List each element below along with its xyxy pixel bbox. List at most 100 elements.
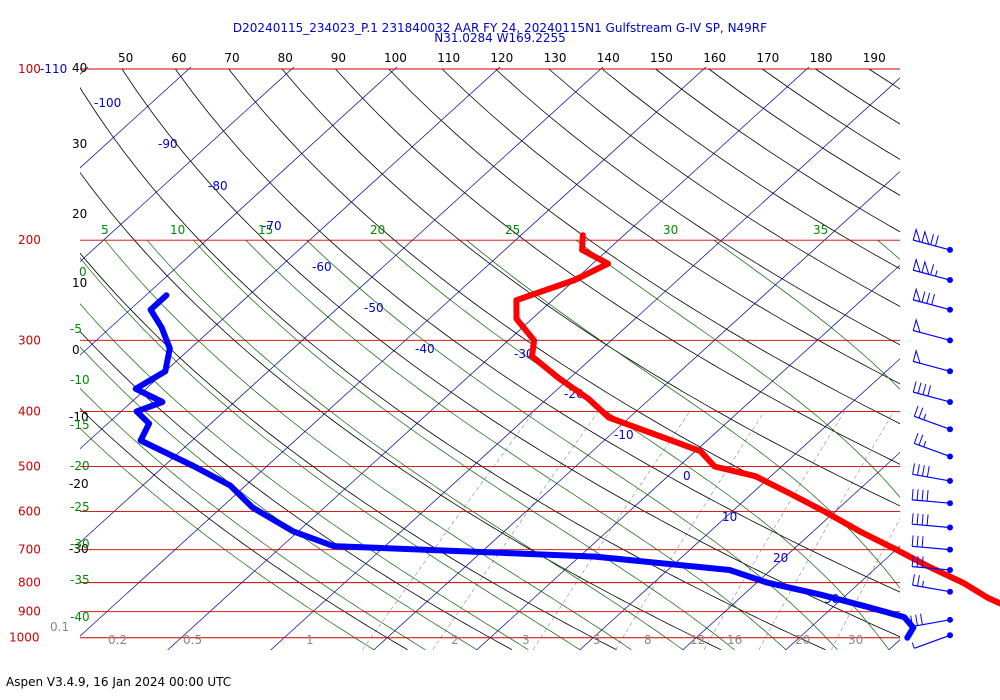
moist-label: -30	[70, 537, 90, 551]
top-axis-label: 180	[810, 51, 833, 65]
isotherm-line	[270, 77, 900, 650]
left-axis-label: -10	[69, 410, 89, 424]
dry-adiabat-line	[80, 407, 408, 650]
isotherm-line	[0, 43, 11, 661]
wind-barb	[913, 405, 953, 433]
left-axis-label: 10	[72, 276, 87, 290]
pressure-label: 700	[18, 543, 41, 557]
pressure-label: 500	[18, 460, 41, 474]
moist-label: -10	[70, 373, 90, 387]
moist-adiabat-line	[466, 239, 900, 589]
top-axis-label: 190	[863, 51, 886, 65]
top-axis-label: 70	[224, 51, 239, 65]
moist-adiabat-line	[245, 239, 787, 650]
moist-adiabat-line	[193, 239, 735, 650]
wind-barb	[912, 227, 953, 253]
mixing-ratio-line	[362, 411, 535, 650]
wind-barb	[912, 381, 953, 405]
isotherm-line	[80, 67, 192, 169]
isotherm-line	[373, 171, 900, 650]
wind-barb	[912, 349, 953, 375]
moist-adiabat-line	[146, 239, 684, 650]
isotherm-line	[80, 67, 501, 450]
dry-adiabat-line	[922, 69, 1000, 650]
isotherm-label: -70	[262, 219, 282, 233]
isotherm-label: 20	[773, 551, 788, 565]
isotherm-label: -40	[415, 342, 435, 356]
dry-adiabat-line	[174, 68, 900, 593]
moist-adiabat-line	[104, 239, 632, 650]
dry-adiabat-line	[976, 69, 1000, 650]
dry-adiabat-line	[228, 68, 900, 549]
moist-label: 10	[170, 223, 185, 237]
mixing-ratio-label: 16	[727, 633, 742, 647]
pressure-label: 200	[18, 233, 41, 247]
isotherm-label: 0	[683, 469, 691, 483]
mixing-ratio-line	[703, 411, 845, 650]
wind-barb	[911, 513, 953, 531]
moist-label: 30	[663, 223, 678, 237]
moist-adiabat-line	[306, 239, 838, 650]
dry-adiabat-line	[281, 68, 900, 507]
pressure-label: 400	[18, 404, 41, 418]
top-axis-label: 130	[544, 51, 567, 65]
isotherm-line	[80, 67, 707, 637]
moist-label: -40	[70, 610, 90, 624]
isotherm-label: -80	[208, 179, 228, 193]
isotherm-label: -50	[364, 301, 384, 315]
left-axis-label: -20	[69, 477, 89, 491]
pressure-label: 900	[18, 605, 41, 619]
top-axis-label: 60	[171, 51, 186, 65]
isotherm-line	[80, 67, 604, 543]
mixing-ratio-line	[965, 411, 1000, 649]
top-axis-label: 110	[437, 51, 460, 65]
mixing-ratio-label: 0.2	[108, 633, 127, 647]
moist-adiabat-line	[877, 239, 900, 260]
wind-barb	[910, 613, 953, 628]
wind-barb	[912, 463, 953, 484]
left-axis-label: 0	[72, 343, 80, 357]
isotherm-line	[80, 67, 295, 263]
isotherm-line	[80, 67, 398, 356]
mixing-ratio-line	[532, 411, 691, 650]
moist-adiabat-line	[80, 427, 375, 650]
dewpoint-line	[132, 292, 917, 641]
wind-barb	[912, 287, 953, 313]
isotherm-label: -30	[514, 347, 534, 361]
pressure-label: 1000	[9, 631, 40, 645]
top-axis-label: 80	[278, 51, 293, 65]
mixing-ratio-label: 30	[848, 633, 863, 647]
dry-adiabat-line	[121, 68, 900, 638]
wind-barb	[911, 632, 953, 649]
left-axis-label: 40	[72, 61, 87, 75]
moist-adiabat-line	[80, 387, 426, 650]
moist-adiabat-line	[378, 239, 890, 650]
mixing-ratio-line	[432, 411, 599, 650]
top-axis-label: 160	[703, 51, 726, 65]
top-axis-label: 90	[331, 51, 346, 65]
moist-label: 25	[505, 223, 520, 237]
dry-adiabat-line	[80, 330, 513, 650]
mixing-ratio-label: 0.5	[183, 633, 202, 647]
dry-adiabat-line	[80, 86, 826, 650]
wind-barb	[911, 535, 953, 553]
dry-adiabat-line	[80, 252, 617, 650]
moist-label: 20	[370, 223, 385, 237]
dry-adiabat-line	[441, 68, 900, 385]
moist-label: -5	[70, 322, 82, 336]
top-axis-label: 170	[756, 51, 779, 65]
pressure-label: 100	[18, 62, 41, 76]
mixing-ratio-line	[902, 411, 1000, 649]
wind-barb	[911, 555, 953, 573]
wind-barb	[913, 432, 953, 460]
moist-adiabat-line	[575, 239, 900, 498]
isotherm-label: -10	[614, 428, 634, 442]
mixing-ratio-label: 1	[306, 633, 314, 647]
left-axis-label: 20	[72, 207, 87, 221]
moist-adiabat-line	[713, 239, 900, 390]
mixing-ratio-label: 3	[522, 633, 530, 647]
dry-adiabat-line	[815, 68, 900, 125]
top-axis-label: 120	[490, 51, 513, 65]
wind-barb	[911, 488, 953, 507]
isotherm-label: 10	[722, 510, 737, 524]
